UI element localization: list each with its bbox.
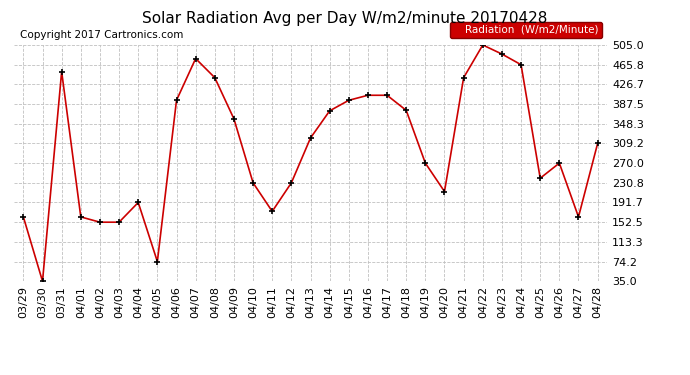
Legend: Radiation  (W/m2/Minute): Radiation (W/m2/Minute)	[450, 22, 602, 38]
Text: Solar Radiation Avg per Day W/m2/minute 20170428: Solar Radiation Avg per Day W/m2/minute …	[142, 11, 548, 26]
Text: Copyright 2017 Cartronics.com: Copyright 2017 Cartronics.com	[20, 30, 183, 40]
